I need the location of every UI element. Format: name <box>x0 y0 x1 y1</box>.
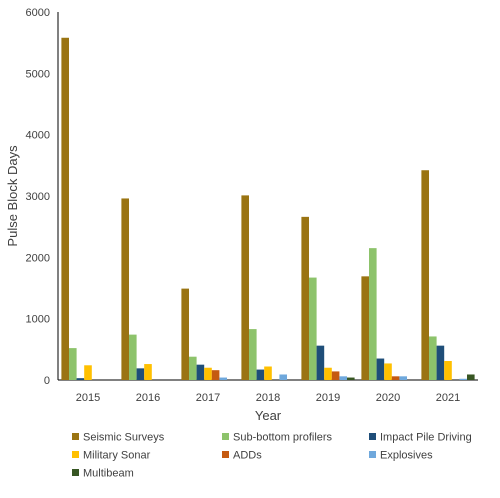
legend-swatch <box>72 451 79 458</box>
bar-military-sonar-2016 <box>144 364 152 380</box>
bar-adds-2019 <box>331 371 340 380</box>
bar-seismic-surveys-2016 <box>121 198 129 380</box>
bar-military-sonar-2015 <box>84 365 92 380</box>
bar-seismic-surveys-2018 <box>241 195 249 380</box>
legend-swatch <box>72 433 79 440</box>
bar-impact-pile-driving-2021 <box>436 345 445 380</box>
legend-swatch <box>72 469 79 476</box>
bar-explosives-2020 <box>399 376 407 380</box>
x-tick-label: 2016 <box>136 392 160 404</box>
x-tick-label: 2018 <box>256 392 280 404</box>
legend-swatch <box>222 451 229 458</box>
y-tick-label: 4000 <box>26 130 50 142</box>
legend-label: Explosives <box>380 450 433 462</box>
bar-sub-bottom-profilers-2017 <box>189 356 197 380</box>
bar-sub-bottom-profilers-2019 <box>309 277 317 380</box>
legend-label: ADDs <box>233 450 262 462</box>
bar-military-sonar-2019 <box>324 367 332 380</box>
legend-swatch <box>369 451 376 458</box>
y-tick-label: 1000 <box>26 314 50 326</box>
bar-explosives-2021 <box>459 378 467 380</box>
bar-sub-bottom-profilers-2020 <box>369 248 377 380</box>
y-tick-label: 0 <box>44 375 50 387</box>
bar-adds-2020 <box>391 376 400 380</box>
x-tick-label: 2015 <box>76 392 100 404</box>
bar-impact-pile-driving-2017 <box>196 364 205 380</box>
bar-multibeam-2021 <box>467 374 475 380</box>
bar-adds-2017 <box>211 370 220 380</box>
bar-impact-pile-driving-2016 <box>136 368 145 380</box>
bar-military-sonar-2017 <box>204 367 212 380</box>
bar-sub-bottom-profilers-2016 <box>129 334 137 380</box>
bar-impact-pile-driving-2020 <box>376 358 385 380</box>
legend-label: Seismic Surveys <box>83 432 165 444</box>
x-axis-title: Year <box>255 408 282 423</box>
bars-layer <box>61 37 475 380</box>
bar-multibeam-2019 <box>347 377 355 380</box>
legend-label: Impact Pile Driving <box>380 432 472 444</box>
bar-impact-pile-driving-2018 <box>256 369 265 380</box>
y-axis-title: Pulse Block Days <box>5 145 20 247</box>
x-tick-labels: 2015 2016 2017 2018 2019 2020 2021 <box>76 392 460 404</box>
x-tick-label: 2017 <box>196 392 220 404</box>
legend-label: Multibeam <box>83 468 134 480</box>
bar-impact-pile-driving-2015 <box>76 378 85 380</box>
bar-military-sonar-2020 <box>384 363 392 380</box>
bar-seismic-surveys-2015 <box>61 37 69 380</box>
legend-swatch <box>222 433 229 440</box>
x-tick-label: 2019 <box>316 392 340 404</box>
legend-label: Sub-bottom profilers <box>233 432 333 444</box>
bar-seismic-surveys-2020 <box>361 276 369 380</box>
bar-explosives-2018 <box>279 374 287 380</box>
y-tick-label: 2000 <box>26 252 50 264</box>
legend-label: Military Sonar <box>83 450 151 462</box>
legend-swatch <box>369 433 376 440</box>
bar-sub-bottom-profilers-2021 <box>429 336 437 380</box>
x-tick-label: 2021 <box>436 392 460 404</box>
bar-seismic-surveys-2017 <box>181 288 189 380</box>
bar-seismic-surveys-2021 <box>421 170 429 380</box>
legend: Seismic Surveys Sub-bottom profilers Impac… <box>72 432 472 480</box>
y-tick-label: 5000 <box>26 68 50 80</box>
bar-explosives-2017 <box>219 377 227 380</box>
x-tick-label: 2020 <box>376 392 400 404</box>
bar-military-sonar-2018 <box>264 366 272 380</box>
y-tick-label: 3000 <box>26 191 50 203</box>
y-tick-label: 6000 <box>26 7 50 19</box>
y-tick-labels: 0 1000 2000 3000 4000 5000 6000 <box>26 7 50 387</box>
bar-explosives-2019 <box>339 376 347 380</box>
bar-military-sonar-2021 <box>444 360 452 380</box>
bar-seismic-surveys-2019 <box>301 216 309 380</box>
bar-sub-bottom-profilers-2018 <box>249 329 257 380</box>
bar-impact-pile-driving-2019 <box>316 345 325 380</box>
bar-sub-bottom-profilers-2015 <box>69 348 77 380</box>
